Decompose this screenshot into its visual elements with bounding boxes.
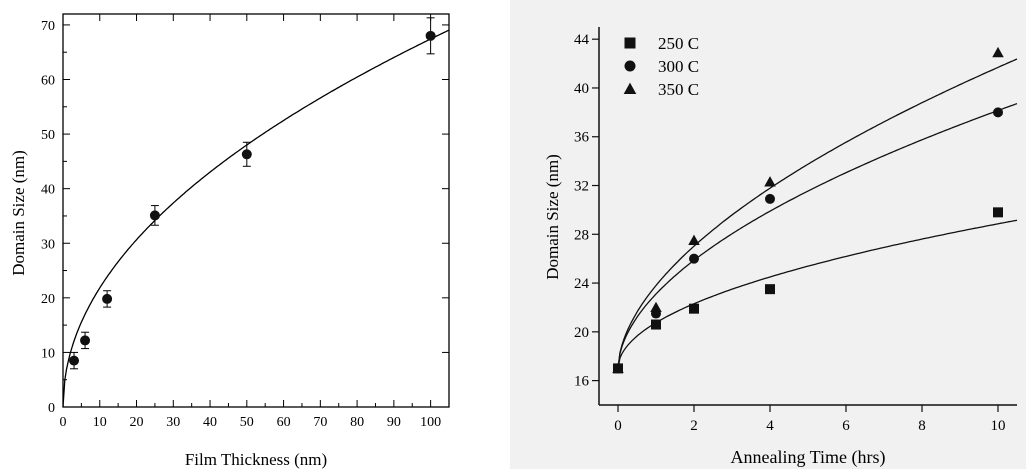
x-tick-label: 20 — [130, 415, 144, 430]
x-tick-label: 8 — [918, 418, 926, 434]
x-tick-label: 6 — [842, 418, 850, 434]
legend-marker — [624, 37, 636, 49]
x-tick-label: 40 — [203, 415, 217, 430]
domain-size-vs-annealing-time-chart: Annealing Time (hrs) Domain Size (nm) 0 2… — [543, 27, 1018, 468]
y-axis-label: Domain Size (nm) — [9, 150, 28, 276]
x-tick-label: 0 — [614, 418, 622, 434]
x-tick-label: 10 — [991, 418, 1006, 434]
x-tick-label: 70 — [313, 415, 327, 430]
y-axis-label: Domain Size (nm) — [543, 154, 562, 280]
data-point — [993, 107, 1003, 118]
plot-frame — [62, 13, 450, 408]
data-point — [765, 284, 775, 295]
x-tick-label: 10 — [93, 415, 107, 430]
data-point — [69, 355, 80, 366]
y-tick-label: 50 — [41, 128, 55, 143]
y-tick-label: 20 — [41, 292, 55, 307]
y-tick-label: 36 — [574, 130, 590, 146]
data-point — [765, 193, 775, 204]
x-tick-label: 90 — [387, 415, 401, 430]
y-tick-label: 24 — [574, 276, 590, 292]
data-point — [689, 253, 699, 264]
x-tick-label: 2 — [690, 418, 698, 434]
y-tick-label: 60 — [41, 74, 55, 89]
data-point — [651, 319, 661, 330]
y-tick-label: 28 — [574, 227, 589, 243]
x-tick-label: 100 — [420, 415, 441, 430]
y-tick-label: 44 — [574, 32, 590, 48]
y-tick-label: 70 — [41, 19, 55, 34]
chart-right-panel: Annealing Time (hrs) Domain Size (nm) 0 2… — [510, 0, 1026, 469]
data-point — [992, 46, 1004, 58]
fit-curve — [617, 102, 1018, 369]
data-point — [650, 301, 662, 313]
data-point — [612, 362, 624, 374]
x-tick-label: 60 — [277, 415, 291, 430]
y-tick-label: 0 — [48, 401, 55, 416]
fit-curve — [617, 58, 1018, 369]
y-tick-label: 16 — [574, 374, 590, 390]
fit-curve — [617, 219, 1018, 369]
x-tick-label: 50 — [240, 415, 254, 430]
x-axis-label: Film Thickness (nm) — [185, 450, 327, 469]
data-point — [149, 210, 160, 221]
data-point — [425, 30, 436, 41]
data-point — [764, 176, 776, 187]
y-tick-label: 30 — [41, 237, 55, 252]
legend-label: 250 C — [658, 34, 699, 53]
legend-marker — [624, 60, 636, 72]
x-axis-label: Annealing Time (hrs) — [731, 447, 886, 468]
legend-label: 300 C — [658, 57, 699, 76]
x-tick-label: 4 — [766, 418, 774, 434]
y-tick-label: 40 — [41, 183, 55, 198]
x-tick-label: 0 — [60, 415, 67, 430]
legend-label: 350 C — [658, 80, 699, 99]
domain-size-vs-thickness-chart: Film Thickness (nm) Domain Size (nm) 0 10… — [9, 13, 450, 469]
chart-left-panel: Film Thickness (nm) Domain Size (nm) 0 10… — [0, 0, 510, 469]
data-point — [688, 234, 700, 245]
y-tick-label: 40 — [574, 81, 589, 97]
data-point — [241, 149, 252, 160]
data-point — [689, 303, 699, 314]
data-point — [80, 335, 91, 346]
legend-marker — [623, 82, 637, 95]
fit-curve — [62, 29, 450, 407]
x-tick-label: 30 — [166, 415, 180, 430]
x-tick-label: 80 — [350, 415, 364, 430]
data-point — [993, 207, 1003, 218]
data-point — [102, 293, 113, 304]
y-tick-label: 32 — [574, 179, 589, 195]
y-tick-label: 20 — [574, 325, 589, 341]
y-tick-label: 10 — [41, 346, 55, 361]
